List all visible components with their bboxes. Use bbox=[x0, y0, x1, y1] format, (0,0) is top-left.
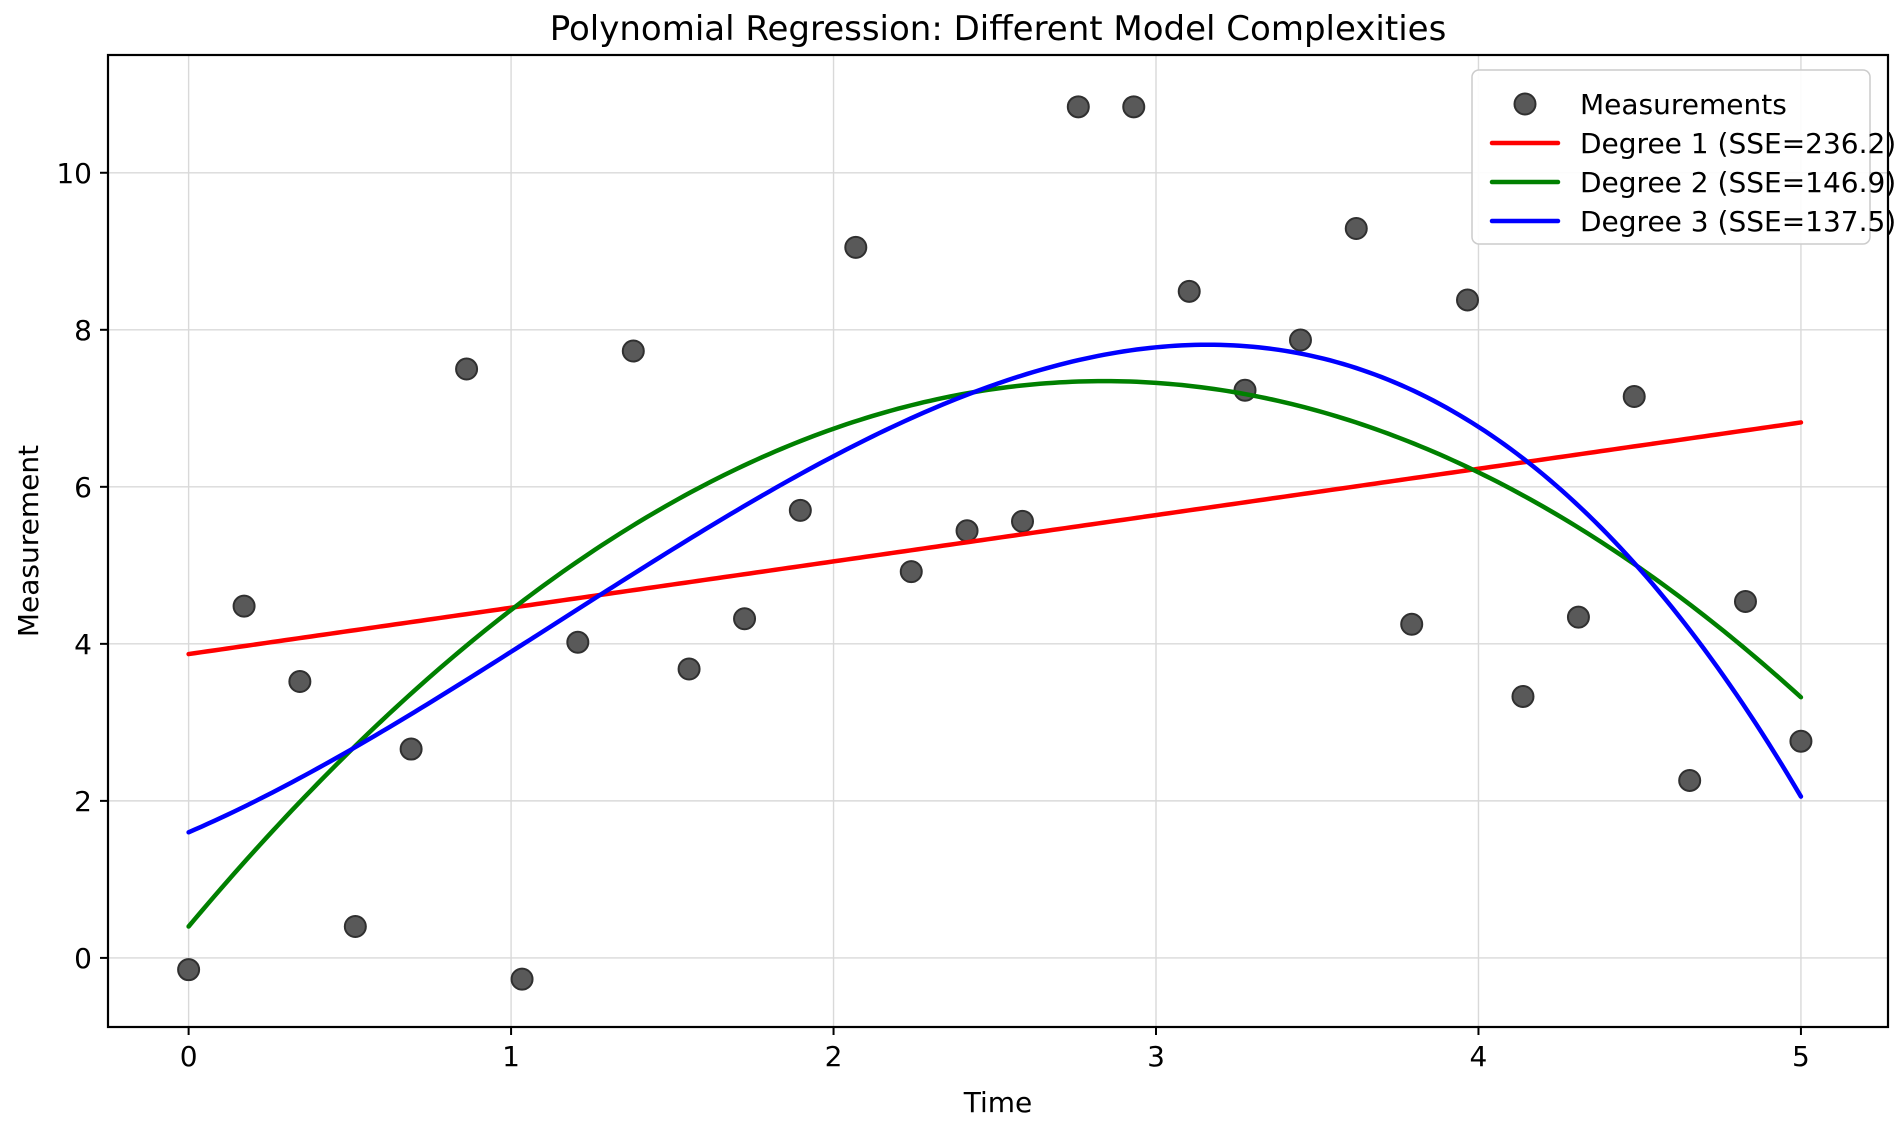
y-tick-label: 6 bbox=[74, 471, 92, 504]
scatter-point bbox=[788, 498, 812, 522]
scatter-point bbox=[1511, 684, 1535, 708]
scatter-point bbox=[1011, 509, 1035, 533]
x-tick-label: 4 bbox=[1470, 1040, 1488, 1073]
scatter-point bbox=[399, 737, 423, 761]
grid-lines bbox=[108, 55, 1888, 1027]
scatter-point bbox=[1566, 605, 1590, 629]
legend-label-degree-1: Degree 1 (SSE=236.2) bbox=[1580, 127, 1896, 160]
scatter-point bbox=[1177, 279, 1201, 303]
legend-box bbox=[1471, 69, 1871, 245]
legend-label-degree-2: Degree 2 (SSE=146.9) bbox=[1580, 166, 1896, 199]
chart-title: Polynomial Regression: Different Model C… bbox=[550, 9, 1447, 49]
scatter-point bbox=[343, 915, 367, 939]
scatter-point bbox=[844, 235, 868, 259]
fit-line-degree-1 bbox=[186, 420, 1804, 657]
scatter-point bbox=[1789, 729, 1813, 753]
scatter-point bbox=[566, 630, 590, 654]
scatter-point bbox=[1344, 217, 1368, 241]
scatter-point bbox=[1066, 95, 1090, 119]
tick-marks bbox=[100, 171, 1802, 1035]
axes-spines bbox=[106, 53, 1890, 1029]
scatter-point bbox=[510, 967, 534, 991]
fit-line-degree-3 bbox=[186, 342, 1804, 835]
fit-line-degree-2 bbox=[186, 378, 1804, 929]
x-tick-label: 1 bbox=[502, 1040, 520, 1073]
scatter-point bbox=[1733, 589, 1757, 613]
y-tick-label: 8 bbox=[74, 314, 92, 347]
y-tick-label: 2 bbox=[74, 785, 92, 818]
legend-label-degree-3: Degree 3 (SSE=137.5) bbox=[1580, 205, 1896, 238]
x-tick-label: 2 bbox=[825, 1040, 843, 1073]
scatter-point bbox=[1678, 768, 1702, 792]
scatter-point bbox=[232, 594, 256, 618]
scatter-point bbox=[1288, 328, 1312, 352]
scatter-point bbox=[177, 958, 201, 982]
measurements-series bbox=[177, 95, 1813, 991]
x-axis-label: Time bbox=[963, 1086, 1033, 1119]
x-tick-label: 3 bbox=[1147, 1040, 1165, 1073]
scatter-point bbox=[455, 357, 479, 381]
scatter-point bbox=[1122, 95, 1146, 119]
legend-label-measurements: Measurements bbox=[1580, 88, 1787, 121]
scatter-point bbox=[677, 657, 701, 681]
scatter-point bbox=[1400, 612, 1424, 636]
y-tick-label: 0 bbox=[74, 942, 92, 975]
scatter-point bbox=[899, 560, 923, 584]
scatter-point bbox=[733, 607, 757, 631]
scatter-point bbox=[1456, 288, 1480, 312]
scatter-point bbox=[955, 519, 979, 543]
legend-marker-measurements bbox=[1513, 92, 1537, 116]
legend: Measurements Degree 1 (SSE=236.2) Degree 2… bbox=[1471, 69, 1896, 245]
scatter-point bbox=[621, 339, 645, 363]
scatter-point bbox=[288, 670, 312, 694]
x-tick-label: 0 bbox=[180, 1040, 198, 1073]
x-tick-label: 5 bbox=[1792, 1040, 1810, 1073]
y-axis-label: Measurement bbox=[12, 445, 45, 637]
y-tick-label: 10 bbox=[56, 157, 92, 190]
y-tick-label: 4 bbox=[74, 628, 92, 661]
scatter-point bbox=[1622, 385, 1646, 409]
